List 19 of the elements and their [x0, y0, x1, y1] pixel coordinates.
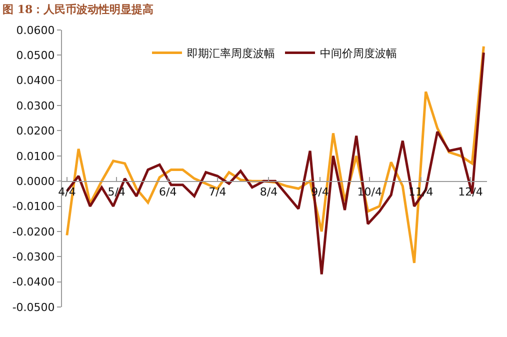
y-tick-label: 0.0600 — [16, 24, 55, 37]
y-tick-label: 0.0500 — [16, 49, 55, 62]
y-tick-label: -0.0100 — [12, 200, 55, 214]
x-tick-label: 7/4 — [208, 185, 226, 198]
y-tick-label: 0.0300 — [16, 99, 55, 112]
y-tick-label: 0.0200 — [16, 124, 55, 138]
x-tick-label: 6/4 — [158, 185, 177, 198]
legend-label: 中间价周度波幅 — [320, 47, 397, 60]
legend-label: 即期汇率周度波幅 — [187, 47, 275, 60]
x-tick-label: 8/4 — [260, 185, 278, 198]
y-tick-label: -0.0400 — [12, 276, 55, 289]
x-tick-label: 12/4 — [458, 185, 483, 198]
y-tick-label: -0.0200 — [12, 225, 55, 238]
y-tick-label: -0.0300 — [12, 250, 55, 264]
chart-title: 图 18：人民币波动性明显提高 — [2, 2, 154, 16]
y-tick-label: 0.0100 — [16, 150, 55, 163]
y-tick-label: -0.0500 — [12, 300, 55, 314]
y-tick-label: 0.0400 — [16, 74, 55, 88]
y-tick-label: 0.0000 — [16, 174, 55, 188]
